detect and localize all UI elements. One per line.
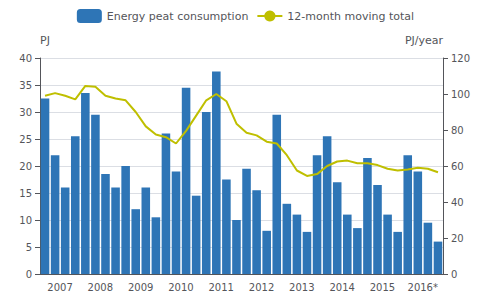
svg-text:35: 35 xyxy=(19,80,32,91)
svg-text:2007: 2007 xyxy=(47,282,72,293)
svg-text:60: 60 xyxy=(451,161,464,172)
svg-text:30: 30 xyxy=(19,107,32,118)
svg-text:100: 100 xyxy=(451,89,470,100)
svg-text:2013: 2013 xyxy=(289,282,314,293)
svg-text:120: 120 xyxy=(451,53,470,64)
svg-text:40: 40 xyxy=(451,197,464,208)
svg-text:2014: 2014 xyxy=(329,282,354,293)
svg-text:2012: 2012 xyxy=(249,282,274,293)
svg-text:PJ: PJ xyxy=(40,34,50,47)
svg-text:20: 20 xyxy=(19,161,32,172)
svg-text:PJ/year: PJ/year xyxy=(405,34,444,47)
svg-text:10: 10 xyxy=(19,215,32,226)
svg-text:2009: 2009 xyxy=(128,282,153,293)
svg-text:25: 25 xyxy=(19,134,32,145)
svg-text:2008: 2008 xyxy=(88,282,113,293)
svg-text:80: 80 xyxy=(451,125,464,136)
svg-text:2011: 2011 xyxy=(209,282,234,293)
svg-text:15: 15 xyxy=(19,188,32,199)
svg-text:Energy peat consumption: Energy peat consumption xyxy=(107,10,249,23)
svg-text:40: 40 xyxy=(19,53,32,64)
svg-text:12-month moving total: 12-month moving total xyxy=(287,10,414,23)
svg-text:5: 5 xyxy=(26,242,32,253)
svg-text:0: 0 xyxy=(451,269,457,280)
svg-text:0: 0 xyxy=(26,269,32,280)
svg-text:2015: 2015 xyxy=(370,282,395,293)
svg-text:2016*: 2016* xyxy=(408,282,438,293)
svg-text:2010: 2010 xyxy=(168,282,193,293)
svg-text:20: 20 xyxy=(451,233,464,244)
